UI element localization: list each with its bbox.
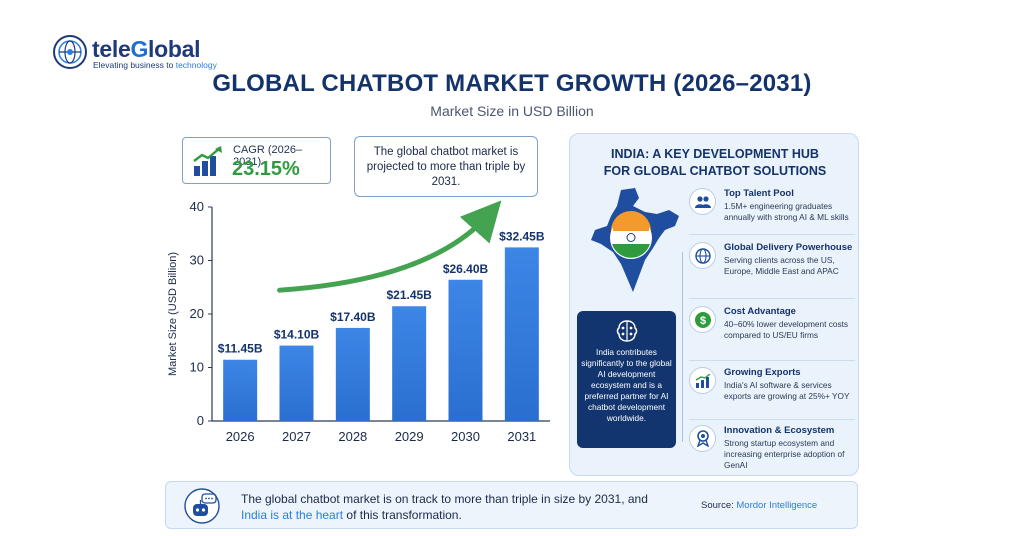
feature-divider <box>689 360 855 361</box>
award-icon <box>689 425 716 452</box>
bar-2031 <box>504 247 539 421</box>
cagr-label: CAGR (2026–2031) <box>233 144 303 168</box>
y-tick-label: 10 <box>190 360 204 375</box>
data-label: $11.45B <box>218 342 263 356</box>
growth-bars-icon <box>193 146 222 176</box>
x-tick-label: 2029 <box>395 429 424 444</box>
cagr-box: CAGR (2026–2031) 23.15% <box>182 137 331 184</box>
bar-2030 <box>448 279 483 421</box>
bar-2029 <box>392 306 427 421</box>
feature-connector-line <box>682 252 683 442</box>
trend-arrow <box>277 200 502 293</box>
data-label: $32.45B <box>499 229 545 243</box>
y-tick-label: 0 <box>197 413 204 428</box>
feature-divider <box>689 234 855 235</box>
data-label: $26.40B <box>443 262 489 276</box>
india-panel: INDIA: A KEY DEVELOPMENT HUB FOR GLOBAL … <box>569 133 859 476</box>
india-map-icon <box>591 188 679 292</box>
brain-circuit-icon <box>616 320 637 342</box>
y-tick-label: 20 <box>190 306 204 321</box>
y-tick-label: 30 <box>190 253 204 268</box>
page-subtitle: Market Size in USD Billion <box>430 103 594 119</box>
india-card-text: India contributes significantly to the g… <box>581 347 672 423</box>
data-label: $21.45B <box>386 288 432 302</box>
feature-divider <box>689 419 855 420</box>
globe-icon <box>689 242 716 269</box>
bar-2026 <box>223 359 258 421</box>
dollar-icon: $ <box>689 306 716 333</box>
india-info-card: India contributes significantly to the g… <box>577 311 676 448</box>
x-tick-label: 2027 <box>282 429 311 444</box>
india-panel-title: INDIA: A KEY DEVELOPMENT HUB FOR GLOBAL … <box>603 147 827 178</box>
brand-name: teleGlobal <box>92 36 201 62</box>
growth-chart-icon <box>689 367 716 394</box>
people-icon <box>689 188 716 215</box>
page-title: GLOBAL CHATBOT MARKET GROWTH (2026–2031) <box>212 70 812 97</box>
x-tick-label: 2026 <box>226 429 255 444</box>
callout-box: The global chatbot market is projected t… <box>354 136 538 197</box>
summary-bar: The global chatbot market is on track to… <box>165 481 858 529</box>
feature-divider <box>689 298 855 299</box>
y-tick-label: 40 <box>190 199 204 214</box>
data-label: $14.10B <box>274 328 320 342</box>
svg-text:$: $ <box>699 315 705 327</box>
bar-2028 <box>335 327 370 421</box>
x-tick-label: 2030 <box>451 429 480 444</box>
bar-2027 <box>279 345 314 421</box>
data-label: $17.40B <box>330 310 376 324</box>
brand-logo: teleGlobal Elevating business to technol… <box>52 34 252 76</box>
brand-globe-icon <box>53 35 87 69</box>
y-axis-label: Market Size (USD Billion) <box>167 252 179 376</box>
chatbot-icon <box>184 488 220 524</box>
x-tick-label: 2031 <box>507 429 536 444</box>
cagr-value: 23.15% <box>232 158 300 180</box>
brand-tagline: Elevating business to technology <box>93 60 217 70</box>
x-tick-label: 2028 <box>338 429 367 444</box>
source-note: Source: Mordor Intelligence <box>701 500 818 511</box>
summary-text: The global chatbot market is on track to… <box>241 492 648 522</box>
